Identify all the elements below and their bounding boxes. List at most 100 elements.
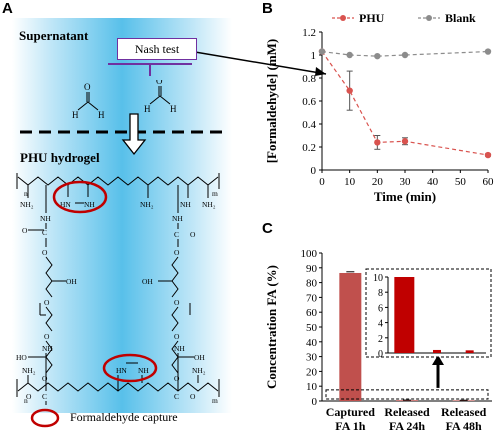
svg-text:C: C — [174, 392, 179, 401]
interface-divider — [20, 113, 224, 156]
inset-y-tick-label: 2 — [378, 334, 383, 345]
svg-text:NH₂: NH₂ — [20, 200, 34, 209]
x-tick-label: 60 — [483, 176, 495, 188]
inset-y-tick-label: 8 — [378, 288, 383, 299]
y-tick-label: 20 — [306, 366, 318, 378]
svg-text:NH₂: NH₂ — [192, 366, 206, 375]
y-tick-label: 0.6 — [302, 96, 316, 108]
capture-legend-icon — [30, 408, 60, 428]
y-tick-label: 1.2 — [302, 27, 316, 39]
svg-text:n: n — [24, 189, 28, 198]
svg-text:O: O — [44, 332, 50, 341]
x-tick-label: 30 — [400, 176, 412, 188]
bar — [339, 272, 362, 401]
phu-hydrogel-schematic — [12, 18, 232, 413]
svg-text:O: O — [84, 82, 91, 92]
x-category-label: Captured — [326, 405, 375, 419]
y-tick-label: 0 — [311, 165, 317, 177]
panel-a-letter: A — [2, 0, 13, 17]
svg-text:H: H — [170, 104, 177, 114]
panel-c-letter: C — [262, 220, 273, 237]
y-tick-label: 30 — [306, 352, 318, 364]
svg-text:HO: HO — [16, 353, 27, 362]
inset-bar — [465, 350, 474, 353]
svg-text:HN: HN — [116, 366, 127, 375]
legend-marker — [340, 15, 346, 21]
y-tick-label: 0.2 — [302, 142, 316, 154]
supernatant-label: Supernatant — [19, 28, 89, 43]
inset-bar — [433, 349, 441, 353]
svg-text:H: H — [98, 110, 105, 120]
data-point — [374, 52, 381, 60]
svg-text:NH₂: NH₂ — [22, 366, 36, 375]
data-point — [484, 151, 492, 159]
data-point — [484, 48, 492, 55]
phu-hydrogel-label: PHU hydrogel — [20, 150, 100, 165]
y-tick-label: 70 — [306, 292, 318, 304]
svg-text:NH: NH — [180, 200, 191, 209]
svg-text:NH: NH — [84, 200, 95, 209]
x-axis-title: Time (min) — [374, 189, 436, 204]
svg-text:H: H — [72, 110, 79, 120]
bar — [396, 400, 418, 401]
legend-marker — [426, 15, 432, 21]
data-point — [346, 87, 353, 94]
svg-text:NH: NH — [42, 345, 53, 353]
nash-test-box: Nash test — [117, 38, 197, 60]
y-tick-label: 0.8 — [302, 73, 316, 85]
data-point — [318, 48, 326, 55]
zoom-arrow-head — [432, 355, 444, 365]
svg-text:NH: NH — [40, 214, 51, 223]
svg-text:m: m — [212, 396, 218, 405]
svg-text:OH: OH — [142, 277, 153, 286]
x-tick-label: 10 — [344, 176, 356, 188]
inset-y-tick-label: 10 — [373, 273, 383, 284]
data-point — [401, 138, 409, 145]
svg-text:C: C — [174, 230, 179, 239]
y-axis-title: [Formaldehyde] (mM) — [264, 39, 279, 164]
panel-b-letter: B — [262, 0, 273, 17]
y-tick-label: 1 — [311, 50, 317, 62]
nash-test-callout — [108, 51, 327, 76]
y-axis-title: Concentration FA (%) — [264, 265, 279, 389]
svg-text:OH: OH — [194, 353, 205, 362]
formaldehyde-molecules: O H H O H H — [72, 80, 177, 120]
svg-text:O: O — [190, 392, 196, 401]
data-point — [346, 51, 353, 59]
svg-text:C: C — [42, 228, 47, 237]
data-point — [401, 51, 409, 59]
x-category-label: FA 48h — [446, 419, 482, 433]
x-tick-label: 20 — [372, 176, 384, 188]
inset-bar — [394, 277, 415, 353]
svg-text:NH: NH — [138, 366, 149, 375]
y-tick-label: 0.4 — [302, 119, 316, 131]
svg-text:NH₂: NH₂ — [140, 200, 154, 209]
svg-text:O: O — [174, 298, 180, 307]
data-point — [374, 139, 381, 146]
svg-text:O: O — [174, 248, 180, 257]
inset-y-tick-label: 0 — [378, 349, 383, 360]
x-tick-label: 0 — [319, 176, 325, 188]
nash-test-label: Nash test — [134, 42, 180, 56]
y-tick-label: 10 — [306, 381, 318, 393]
x-category-label: FA 24h — [389, 419, 425, 433]
x-tick-label: 50 — [455, 176, 467, 188]
zoom-region-box — [325, 389, 489, 400]
y-tick-label: 90 — [306, 263, 318, 275]
inset-frame — [365, 268, 492, 358]
svg-text:OH: OH — [66, 277, 77, 286]
formaldehyde-time-chart: 0 0.2 0.4 0.6 0.8 1 1.2 0 10 20 30 40 50 60 Time (min)… — [264, 11, 495, 204]
svg-text:O: O — [174, 332, 180, 341]
capture-site-ellipse — [102, 353, 158, 383]
legend-label: Blank — [445, 11, 476, 25]
y-tick-label: 50 — [306, 322, 318, 334]
svg-text:O: O — [174, 374, 180, 383]
x-category-label: Released — [441, 405, 487, 419]
svg-text:O: O — [26, 392, 32, 401]
svg-text:NH: NH — [172, 214, 183, 223]
x-category-label: FA 1h — [335, 419, 365, 433]
capture-legend-label: Formaldehyde capture — [70, 410, 178, 424]
svg-text:O: O — [42, 374, 48, 383]
